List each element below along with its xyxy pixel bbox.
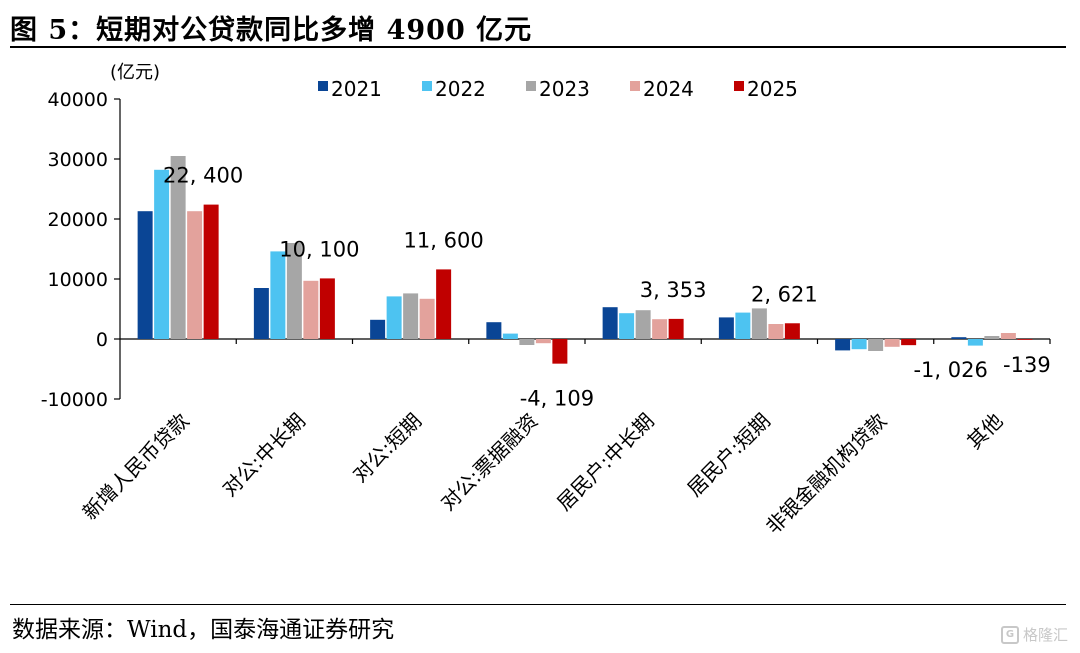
bar-2021-7 bbox=[951, 337, 967, 339]
watermark-logo-icon: G bbox=[1000, 625, 1019, 644]
x-category-label: 非银金融机构贷款 bbox=[761, 409, 891, 539]
legend-swatch-2024 bbox=[630, 81, 640, 91]
data-label-2025: 22, 400 bbox=[163, 164, 243, 188]
bar-2022-0 bbox=[154, 169, 170, 339]
bar-2021-6 bbox=[835, 339, 851, 351]
legend-label-2022: 2022 bbox=[435, 77, 486, 101]
watermark: G 格隆汇 bbox=[1000, 624, 1068, 645]
data-label-2025: 3, 353 bbox=[640, 278, 707, 302]
bar-2024-2 bbox=[419, 298, 435, 339]
bar-2021-5 bbox=[718, 317, 734, 339]
data-label-2025: 2, 621 bbox=[751, 282, 818, 306]
legend-label-2025: 2025 bbox=[747, 77, 798, 101]
x-category-label: 其他 bbox=[962, 409, 1007, 454]
y-axis-unit-label: (亿元) bbox=[110, 62, 160, 83]
bar-2024-5 bbox=[768, 324, 784, 339]
bar-2022-4 bbox=[619, 313, 635, 339]
legend-swatch-2022 bbox=[422, 81, 432, 91]
bar-2023-3 bbox=[519, 339, 535, 345]
bar-2024-0 bbox=[187, 211, 203, 339]
data-label-2025: -139 bbox=[1003, 353, 1051, 377]
bar-2025-4 bbox=[668, 318, 684, 339]
bar-2024-3 bbox=[535, 339, 551, 344]
source-note: 数据来源：Wind，国泰海通证券研究 bbox=[12, 617, 395, 643]
bar-2021-3 bbox=[486, 322, 502, 339]
bar-2022-7 bbox=[967, 339, 983, 346]
bar-2025-1 bbox=[319, 278, 335, 339]
bar-2024-1 bbox=[303, 280, 319, 339]
y-tick-label: 10000 bbox=[48, 269, 108, 291]
bar-2022-3 bbox=[502, 333, 518, 339]
bar-2023-2 bbox=[403, 293, 419, 339]
y-tick-label: 40000 bbox=[48, 89, 108, 111]
legend-swatch-2023 bbox=[526, 81, 536, 91]
bar-2023-0 bbox=[170, 156, 186, 339]
legend-swatch-2025 bbox=[734, 81, 744, 91]
bar-2021-2 bbox=[370, 319, 386, 339]
x-category-label: 对公:票据融资 bbox=[436, 409, 543, 516]
bar-2022-2 bbox=[386, 296, 402, 339]
bar-2025-3 bbox=[552, 339, 568, 364]
legend-swatch-2021 bbox=[318, 81, 328, 91]
bar-2025-7 bbox=[1017, 339, 1033, 340]
bar-2021-4 bbox=[602, 307, 618, 339]
data-label-2025: -1, 026 bbox=[913, 358, 987, 382]
y-tick-label: 20000 bbox=[48, 209, 108, 231]
bar-2025-2 bbox=[436, 269, 452, 339]
bar-2022-6 bbox=[851, 339, 867, 350]
data-label-2025: 11, 600 bbox=[404, 228, 484, 252]
data-label-2025: -4, 109 bbox=[520, 387, 594, 411]
bar-2023-6 bbox=[868, 339, 884, 351]
source-rule bbox=[10, 604, 1066, 605]
x-category-label: 对公:中长期 bbox=[217, 409, 309, 501]
bar-2021-1 bbox=[253, 288, 269, 339]
y-tick-label: 0 bbox=[96, 329, 108, 351]
bar-2022-5 bbox=[735, 312, 751, 339]
x-category-label: 新增人民币贷款 bbox=[78, 409, 194, 525]
bar-2022-1 bbox=[270, 251, 286, 339]
bar-2025-6 bbox=[901, 339, 917, 346]
bar-2023-1 bbox=[286, 243, 302, 339]
x-category-label: 居民户:短期 bbox=[682, 409, 774, 501]
title-rule bbox=[10, 46, 1066, 48]
x-category-label: 居民户:中长期 bbox=[552, 409, 659, 516]
y-tick-label: 30000 bbox=[48, 149, 108, 171]
watermark-text: 格隆汇 bbox=[1022, 626, 1068, 644]
bar-2021-0 bbox=[137, 211, 153, 339]
data-label-2025: 10, 100 bbox=[279, 237, 359, 261]
bar-2024-6 bbox=[884, 339, 900, 347]
x-category-label: 对公:短期 bbox=[348, 409, 426, 487]
y-tick-label: -10000 bbox=[41, 389, 108, 411]
bar-2023-5 bbox=[751, 308, 767, 339]
legend-label-2023: 2023 bbox=[539, 77, 590, 101]
bar-2023-4 bbox=[635, 310, 651, 339]
figure-title: 图 5：短期对公贷款同比多增 4900 亿元 bbox=[10, 15, 533, 46]
bar-2025-5 bbox=[784, 323, 800, 339]
bar-2024-7 bbox=[1000, 333, 1016, 339]
legend-label-2021: 2021 bbox=[331, 77, 382, 101]
legend-label-2024: 2024 bbox=[643, 77, 694, 101]
bar-2025-0 bbox=[203, 204, 219, 339]
bar-2023-7 bbox=[984, 336, 1000, 339]
bar-2024-4 bbox=[652, 319, 668, 339]
